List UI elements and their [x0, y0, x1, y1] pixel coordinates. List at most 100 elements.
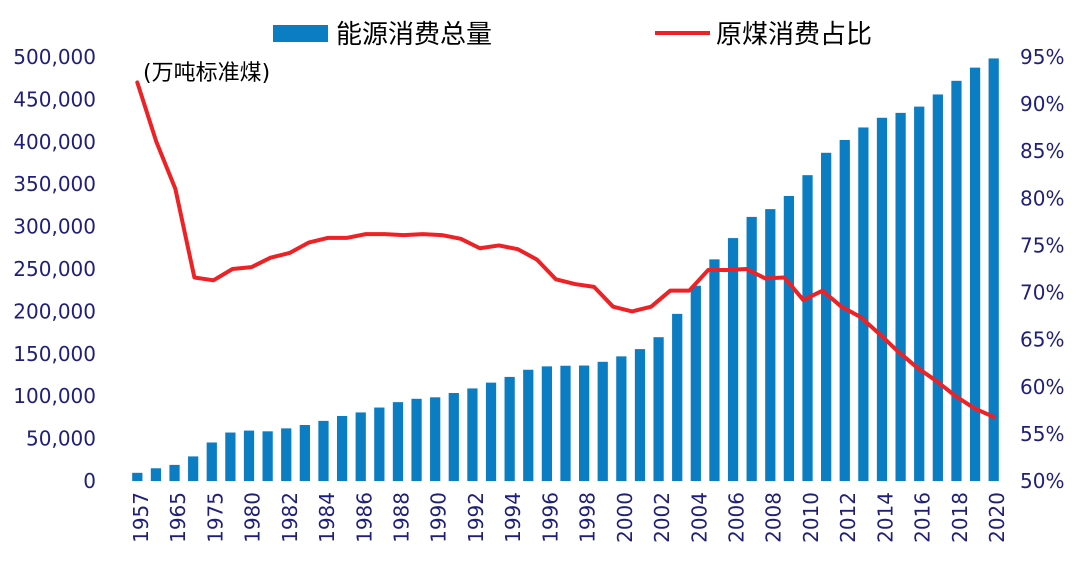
bar — [523, 369, 534, 481]
bar — [876, 117, 888, 482]
x-tick-label: 1957 — [129, 492, 153, 543]
bar — [802, 175, 813, 482]
x-tick-label: 2018 — [948, 492, 972, 543]
bar — [597, 361, 608, 481]
y-right-tick-label: 50% — [1020, 469, 1064, 493]
x-tick-label: 1975 — [203, 492, 227, 543]
bar — [225, 432, 236, 481]
bar — [969, 67, 981, 482]
x-tick-label: 1998 — [576, 492, 600, 543]
y-right-tick-label: 95% — [1020, 45, 1064, 69]
legend-line-label: 原煤消费占比 — [716, 20, 872, 50]
x-tick-label: 1994 — [501, 492, 525, 543]
y-right-tick-label: 60% — [1020, 375, 1064, 399]
y-left-tick-label: 250,000 — [13, 257, 96, 281]
bar — [504, 376, 515, 481]
bar — [634, 349, 646, 481]
y-left-tick-label: 150,000 — [13, 342, 96, 366]
bar — [727, 238, 739, 481]
bar — [206, 442, 217, 481]
x-tick-label: 1988 — [390, 492, 414, 543]
y-right-tick-label: 75% — [1020, 233, 1064, 257]
coal-share-line — [135, 80, 996, 419]
bar — [765, 209, 776, 481]
x-axis: 1957 1965 1975 1980 1982 1984 1986 1988 1990 1992… — [129, 492, 1009, 543]
line-series — [135, 80, 996, 419]
legend-bar-swatch — [273, 25, 328, 42]
x-tick-label: 2006 — [724, 492, 748, 543]
unit-label: (万吨标准煤) — [143, 61, 270, 86]
bar — [374, 407, 385, 481]
y-left-tick-label: 350,000 — [13, 172, 96, 196]
bar — [448, 392, 459, 481]
x-tick-label: 2008 — [762, 492, 786, 543]
y-right-tick-label: 85% — [1020, 139, 1064, 163]
bar — [188, 456, 199, 481]
x-tick-label: 1996 — [538, 492, 562, 543]
bar — [243, 430, 255, 481]
bar — [485, 382, 497, 481]
bar — [579, 365, 590, 481]
x-tick-label: 1965 — [166, 492, 190, 543]
bar-series — [132, 58, 999, 482]
x-tick-label: 1984 — [315, 492, 339, 543]
bar — [299, 425, 310, 481]
x-tick-label: 2000 — [613, 492, 637, 543]
bar — [281, 428, 292, 481]
y-axis-left: 0 50,000 100,000 150,000 200,000 250,000 300,0… — [13, 45, 96, 493]
bar — [392, 402, 404, 481]
bar — [672, 313, 683, 481]
bar — [988, 58, 999, 482]
bar — [746, 216, 757, 481]
y-left-tick-label: 100,000 — [13, 384, 96, 408]
bar — [169, 464, 180, 481]
y-right-tick-label: 55% — [1020, 422, 1064, 446]
bar — [411, 398, 422, 481]
legend: 能源消费总量 原煤消费占比 — [273, 20, 872, 50]
bar — [932, 94, 943, 482]
bar — [430, 397, 441, 481]
y-left-tick-label: 400,000 — [13, 130, 96, 154]
y-right-tick-label: 70% — [1020, 281, 1064, 305]
y-left-tick-label: 450,000 — [13, 87, 96, 111]
bar — [467, 388, 478, 481]
x-tick-label: 1986 — [352, 492, 376, 543]
bar — [318, 420, 329, 481]
x-tick-label: 2004 — [687, 492, 711, 543]
x-tick-label: 2016 — [911, 492, 935, 543]
x-tick-label: 1992 — [464, 492, 488, 543]
bar — [262, 431, 273, 481]
bar — [690, 285, 701, 481]
x-tick-label: 2012 — [836, 492, 860, 543]
bar — [951, 80, 962, 481]
bar — [821, 152, 832, 482]
bar — [132, 472, 143, 481]
bar — [616, 356, 627, 481]
x-tick-label: 2002 — [650, 492, 674, 543]
x-tick-label: 1990 — [427, 492, 451, 543]
y-right-tick-label: 90% — [1020, 92, 1064, 116]
bar — [653, 337, 664, 481]
bar — [858, 127, 869, 482]
x-tick-label: 1980 — [241, 492, 265, 543]
x-tick-label: 1982 — [278, 492, 302, 543]
bar — [150, 468, 162, 481]
y-axis-right: 50% 55% 60% 65% 70% 75% 80% 85% 90% 95% — [1020, 45, 1064, 493]
bar — [336, 415, 348, 481]
bar — [783, 195, 795, 481]
x-tick-label: 2010 — [799, 492, 823, 543]
bar — [709, 259, 720, 481]
bar — [560, 365, 571, 481]
bar — [895, 112, 906, 482]
y-left-tick-label: 0 — [83, 469, 96, 493]
legend-bar-label: 能源消费总量 — [336, 20, 492, 50]
y-left-tick-label: 500,000 — [13, 45, 96, 69]
y-left-tick-label: 50,000 — [26, 427, 96, 451]
bar — [355, 412, 366, 481]
y-left-tick-label: 200,000 — [13, 299, 96, 323]
bar — [541, 366, 552, 481]
x-tick-label: 2020 — [985, 492, 1009, 543]
y-right-tick-label: 80% — [1020, 186, 1064, 210]
